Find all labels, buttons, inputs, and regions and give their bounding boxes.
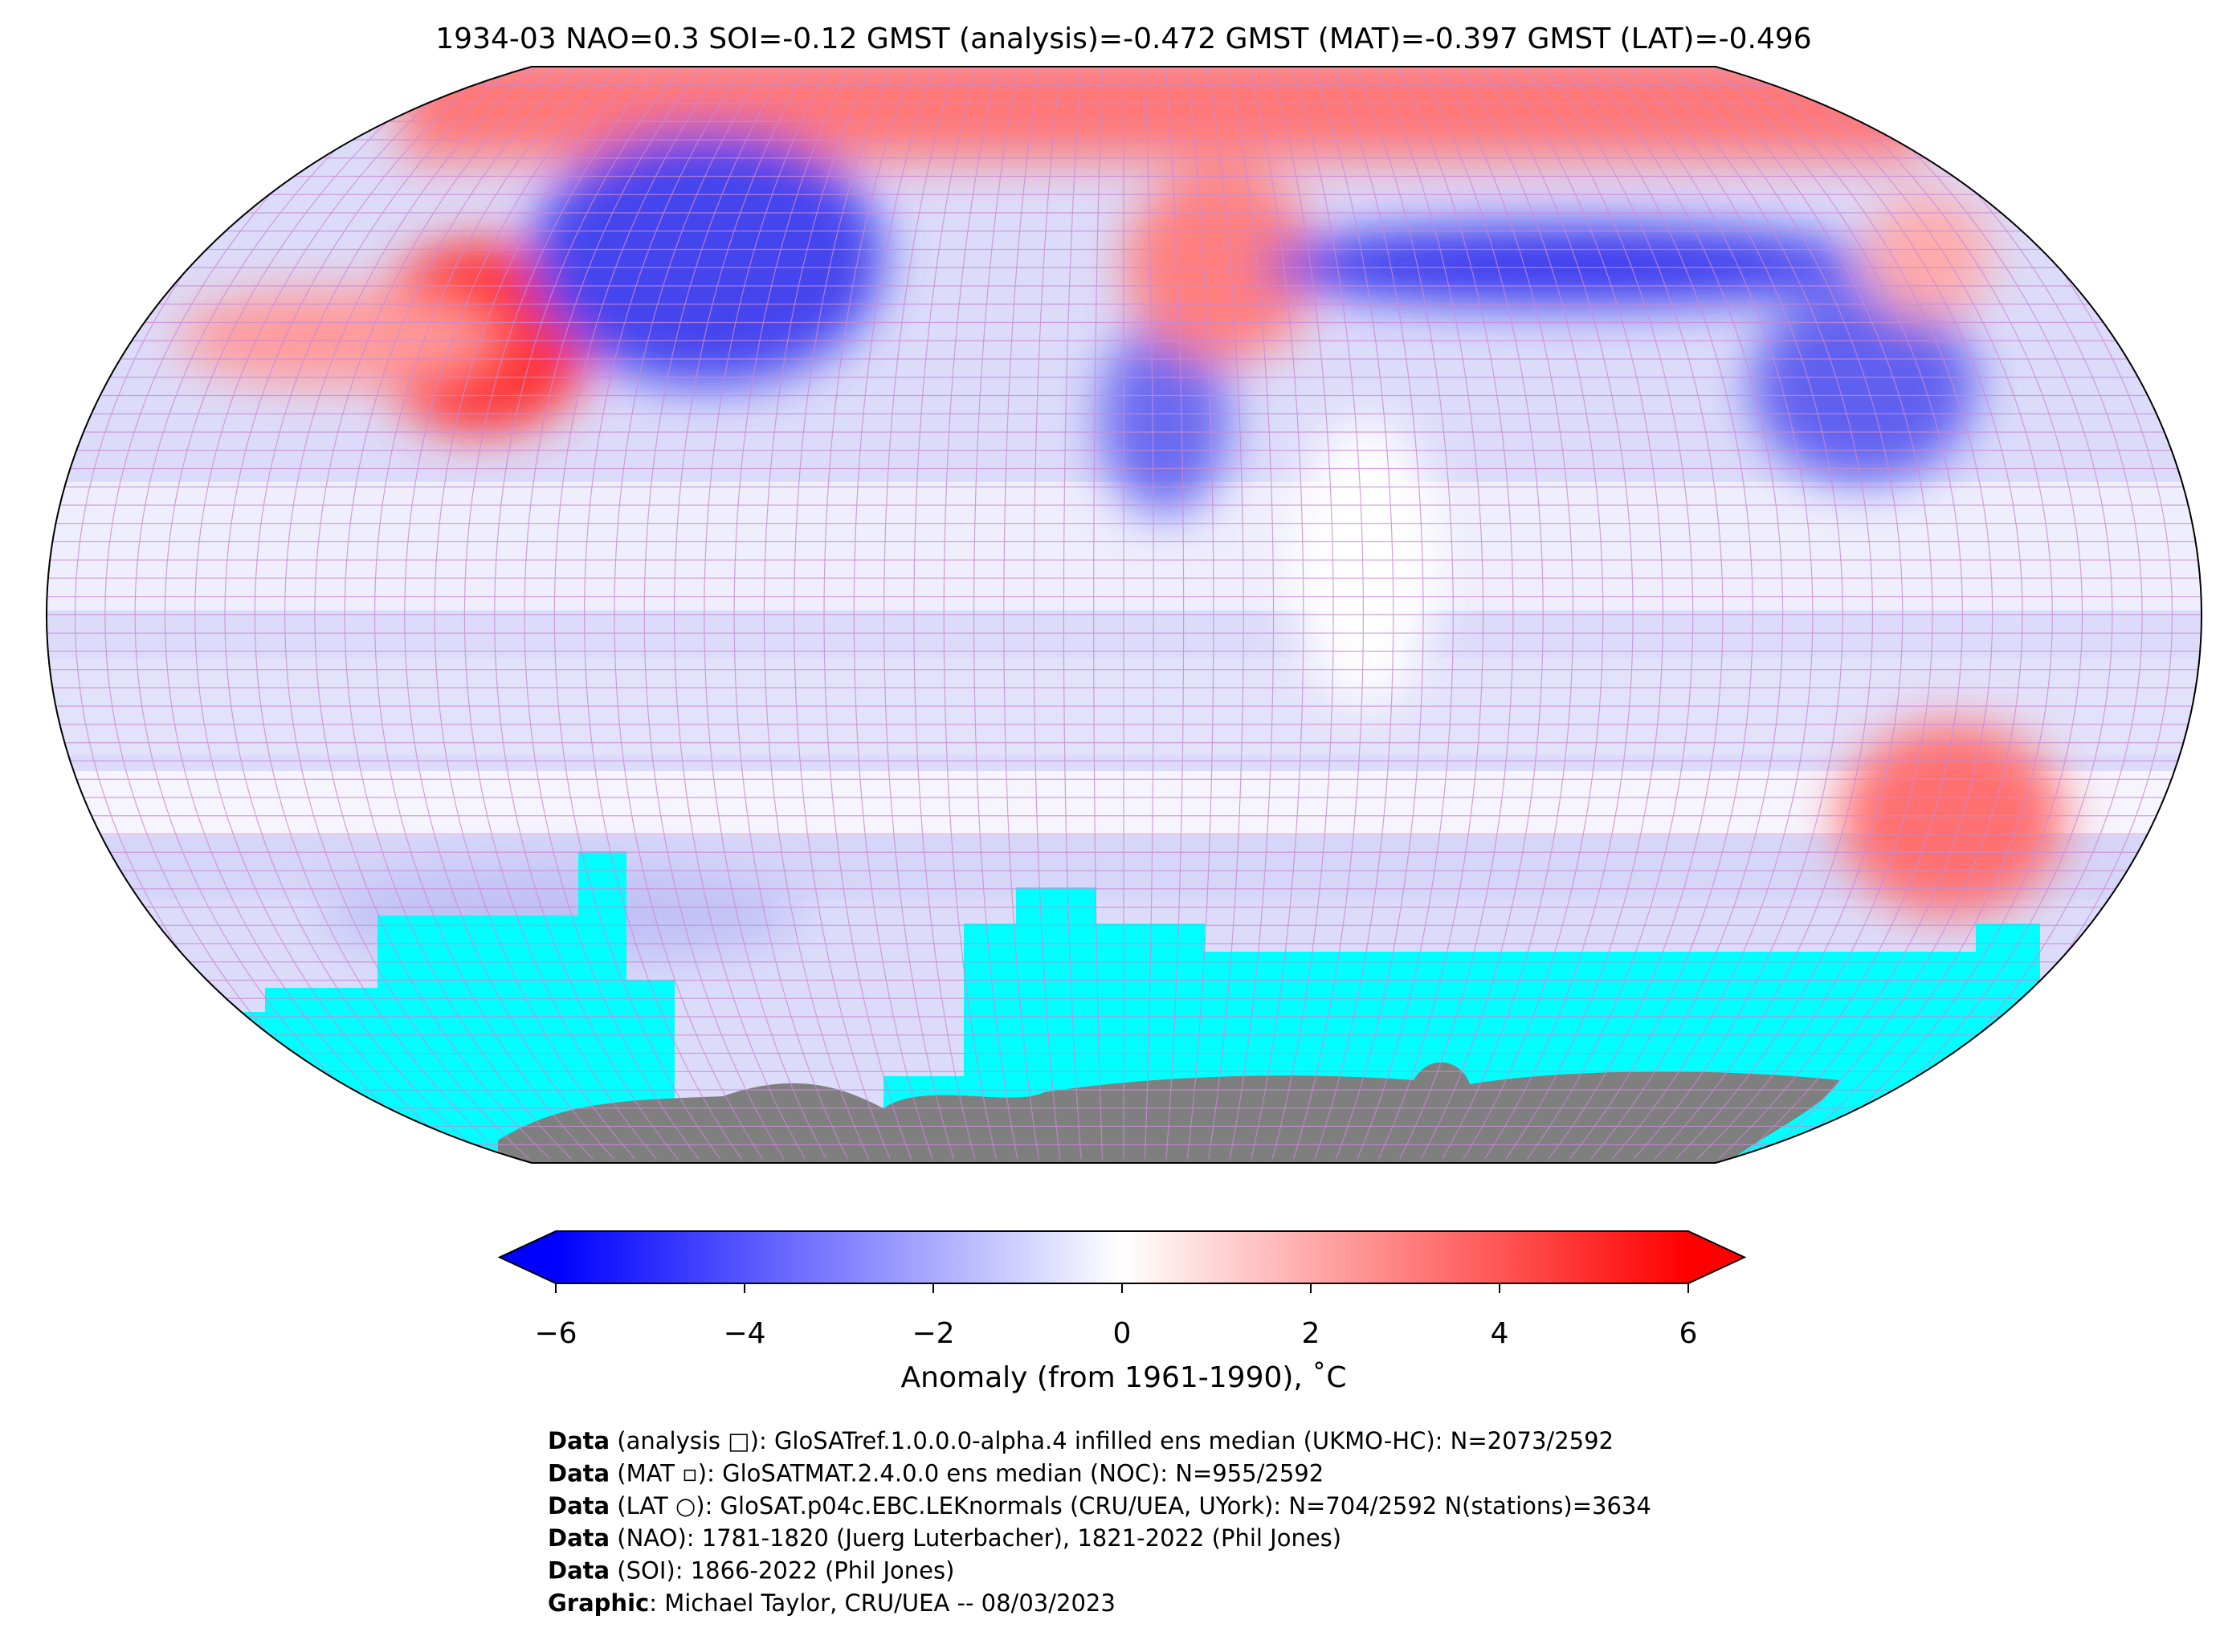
map-title: 1934-03 NAO=0.3 SOI=-0.12 GMST (analysis… <box>435 22 1811 55</box>
footer-label: Graphic <box>548 1589 649 1617</box>
colorbar-label: Anomaly (from 1961-1990), ˚C <box>901 1361 1347 1394</box>
footer-line: Graphic: Michael Taylor, CRU/UEA -- 08/0… <box>548 1589 1116 1617</box>
footer-line: Data (analysis □): GloSATref.1.0.0.0-alp… <box>548 1427 1614 1454</box>
footer-label: Data <box>548 1492 610 1519</box>
colorbar-tick-label: −4 <box>723 1317 765 1350</box>
map-border <box>45 66 2203 1164</box>
footer-line: Data (MAT ▫): GloSATMAT.2.4.0.0 ens medi… <box>548 1459 1324 1487</box>
footer-text: (NAO): 1781-1820 (Juerg Luterbacher), 18… <box>610 1524 1341 1552</box>
footer-line: Data (LAT ○): GloSAT.p04c.EBC.LEKnormals… <box>548 1492 1651 1519</box>
colorbar-tick-label: −2 <box>912 1317 954 1350</box>
footer-line: Data (SOI): 1866-2022 (Phil Jones) <box>548 1557 954 1585</box>
colorbar-scale <box>556 1231 1688 1283</box>
colorbar-extend-low <box>500 1231 556 1283</box>
footer-text: (MAT ▫): GloSATMAT.2.4.0.0 ens median (N… <box>610 1459 1324 1487</box>
footer-text: (analysis □): GloSATref.1.0.0.0-alpha.4 … <box>610 1427 1614 1454</box>
map <box>47 67 2202 1163</box>
footer-label: Data <box>548 1557 610 1585</box>
footer-text: : Michael Taylor, CRU/UEA -- 08/03/2023 <box>649 1589 1116 1617</box>
footer-label: Data <box>548 1459 610 1487</box>
colorbar-tick-label: 6 <box>1679 1317 1698 1350</box>
footer-line: Data (NAO): 1781-1820 (Juerg Luterbacher… <box>548 1524 1341 1552</box>
colorbar-tick-label: 2 <box>1302 1317 1320 1350</box>
footer-text: (SOI): 1866-2022 (Phil Jones) <box>610 1557 954 1585</box>
footer: Data (analysis □): GloSATref.1.0.0.0-alp… <box>548 1427 1651 1617</box>
colorbar-tick-label: 0 <box>1113 1317 1132 1350</box>
colorbar-tick-label: 4 <box>1491 1317 1509 1350</box>
colorbar-extend-high <box>1688 1231 1745 1283</box>
footer-text: (LAT ○): GloSAT.p04c.EBC.LEKnormals (CRU… <box>610 1492 1651 1519</box>
footer-label: Data <box>548 1427 610 1454</box>
footer-label: Data <box>548 1524 610 1552</box>
colorbar: −6 −4 −2 0 2 4 6 <box>497 1230 1747 1350</box>
colorbar-tick-label: −6 <box>534 1317 577 1350</box>
